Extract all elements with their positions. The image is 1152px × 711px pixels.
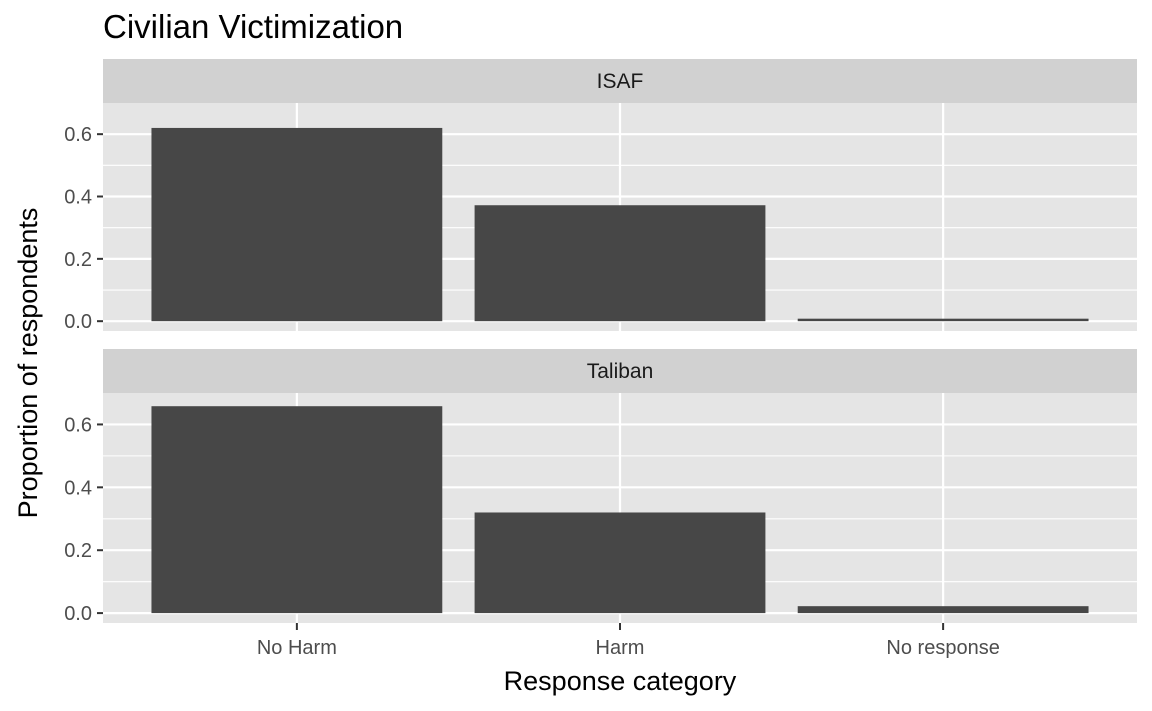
facet-strip-label: Taliban bbox=[587, 360, 654, 383]
x-tick-label: No Harm bbox=[257, 637, 337, 659]
bar-isaf-no-harm bbox=[151, 127, 443, 322]
y-tick-label: 0.0 bbox=[64, 311, 92, 333]
y-tick-label: 0.2 bbox=[64, 540, 92, 562]
bar-taliban-no-response bbox=[797, 606, 1089, 614]
x-axis-title: Response category bbox=[504, 666, 737, 696]
facet-panel-taliban: Taliban 0.0 0.2 0.4 0.6 bbox=[64, 349, 1137, 625]
facet-strip bbox=[103, 349, 1137, 393]
y-tick-label: 0.6 bbox=[64, 124, 92, 146]
facet-panels: ISAF 0.0 0.2 0.4 0.6 Taliban 0.0 0.2 0.4 0.6 bbox=[64, 59, 1137, 625]
y-tick-label: 0.4 bbox=[64, 187, 92, 209]
x-tick-label: No response bbox=[886, 637, 999, 659]
bar-isaf-harm bbox=[474, 205, 766, 322]
facet-strip bbox=[103, 59, 1137, 103]
chart-title: Civilian Victimization bbox=[103, 8, 403, 45]
y-tick-label: 0.6 bbox=[64, 414, 92, 436]
y-tick-label: 0.4 bbox=[64, 477, 92, 499]
bar-taliban-harm bbox=[474, 512, 766, 614]
facet-strip-label: ISAF bbox=[597, 70, 644, 93]
bar-isaf-no-response bbox=[797, 318, 1089, 322]
y-tick-label: 0.2 bbox=[64, 249, 92, 271]
facet-panel-isaf: ISAF 0.0 0.2 0.4 0.6 bbox=[64, 59, 1137, 333]
x-axis: No Harm Harm No response bbox=[257, 623, 1000, 659]
x-tick-label: Harm bbox=[596, 637, 645, 659]
y-tick-label: 0.0 bbox=[64, 603, 92, 625]
bar-taliban-no-harm bbox=[151, 406, 443, 614]
y-axis-title: Proportion of respondents bbox=[13, 208, 43, 519]
